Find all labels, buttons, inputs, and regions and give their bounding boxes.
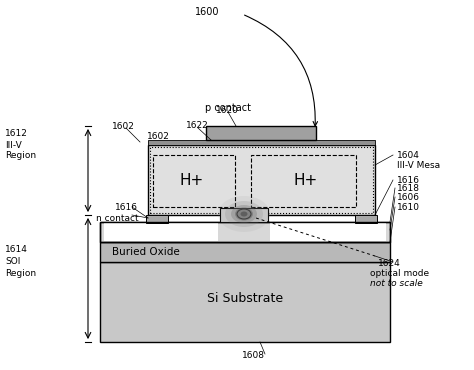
- Bar: [104, 223, 218, 241]
- Text: 1606: 1606: [397, 192, 420, 202]
- Text: 1612: 1612: [5, 128, 28, 138]
- Text: III-V: III-V: [5, 141, 22, 149]
- Bar: [153, 155, 235, 207]
- Text: SOI: SOI: [5, 258, 20, 266]
- Text: Si Substrate: Si Substrate: [207, 292, 283, 305]
- Bar: [146, 215, 168, 223]
- Text: 1614: 1614: [5, 246, 28, 255]
- Text: 1618: 1618: [397, 184, 420, 192]
- Text: 1600: 1600: [195, 7, 219, 17]
- Text: 1616: 1616: [397, 175, 420, 185]
- Text: III-V Mesa: III-V Mesa: [397, 161, 440, 169]
- Bar: [206, 126, 316, 140]
- Bar: [251, 155, 356, 207]
- Text: 1602: 1602: [112, 121, 135, 131]
- Text: 1610: 1610: [397, 202, 420, 212]
- Text: Buried Oxide: Buried Oxide: [112, 247, 180, 257]
- Text: H+: H+: [294, 172, 318, 188]
- Text: p contact: p contact: [205, 103, 251, 113]
- FancyArrowPatch shape: [245, 15, 318, 126]
- Bar: [355, 215, 377, 223]
- Text: Region: Region: [5, 151, 36, 159]
- Bar: [100, 222, 390, 242]
- Text: n contact: n contact: [96, 213, 138, 222]
- Text: not to scale: not to scale: [370, 279, 423, 289]
- Bar: [148, 140, 375, 145]
- Text: 1624: 1624: [378, 259, 401, 269]
- Text: 1622: 1622: [186, 121, 209, 130]
- Text: 1604: 1604: [397, 151, 420, 159]
- Text: 1616: 1616: [115, 202, 138, 212]
- Ellipse shape: [240, 212, 247, 216]
- Bar: [100, 222, 390, 242]
- Ellipse shape: [225, 201, 263, 227]
- Bar: [270, 223, 386, 241]
- Text: H+: H+: [180, 172, 204, 188]
- Text: 1620: 1620: [216, 105, 239, 114]
- Bar: [220, 208, 268, 222]
- Ellipse shape: [235, 208, 253, 221]
- Ellipse shape: [231, 205, 257, 223]
- Text: optical mode: optical mode: [370, 269, 429, 279]
- Text: Region: Region: [5, 269, 36, 278]
- Ellipse shape: [218, 196, 270, 232]
- Bar: [148, 145, 375, 215]
- Bar: [150, 147, 373, 213]
- Bar: [100, 242, 390, 262]
- Text: 1608: 1608: [241, 352, 264, 360]
- Text: 1602: 1602: [147, 131, 170, 141]
- Bar: [100, 262, 390, 342]
